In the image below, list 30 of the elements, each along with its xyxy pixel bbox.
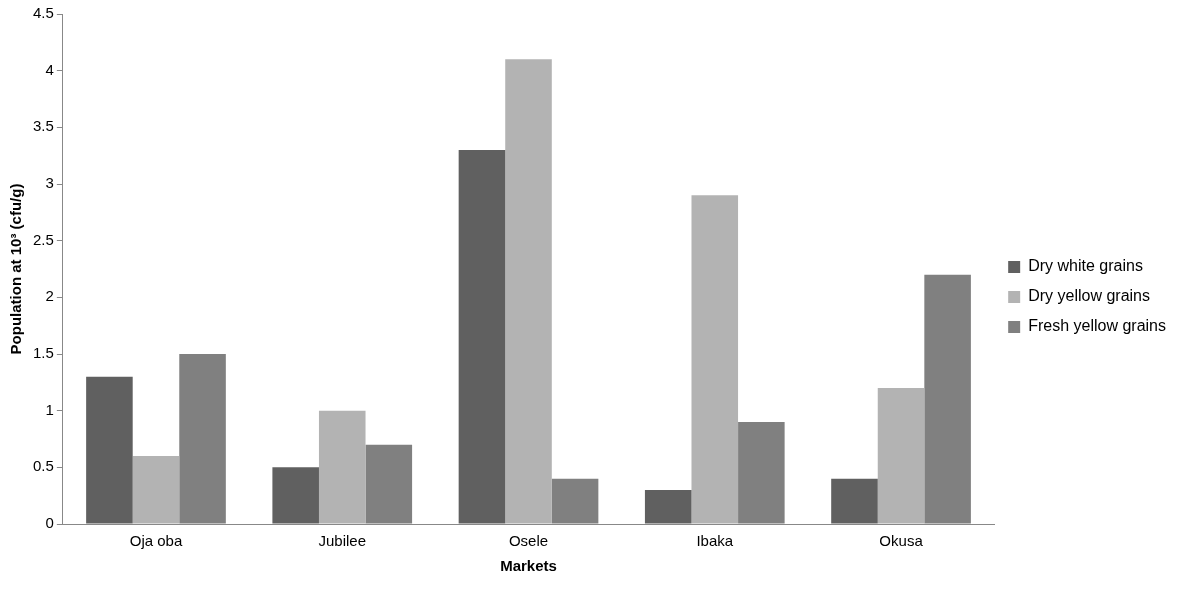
bar	[86, 376, 133, 524]
bar	[458, 150, 506, 524]
y-tick-label: 3	[45, 174, 54, 192]
y-tick-label: 3.5	[32, 117, 54, 135]
y-tick-label: 0.5	[32, 457, 54, 475]
x-tick-label: Ibaka	[696, 532, 734, 550]
bar	[644, 490, 692, 524]
bar	[691, 195, 739, 524]
x-tick-label: Okusa	[879, 532, 924, 550]
y-tick-label: 1.5	[32, 344, 54, 362]
y-tick-label: 2	[45, 287, 54, 305]
bar	[877, 388, 925, 524]
bar	[831, 478, 878, 524]
bar	[272, 467, 319, 524]
bar	[132, 456, 180, 524]
legend-label: Fresh yellow grains	[1028, 317, 1166, 335]
x-tick-label: Oja oba	[129, 532, 183, 550]
legend-label: Dry yellow grains	[1028, 287, 1150, 305]
bar	[505, 59, 552, 524]
y-tick-label: 4.5	[32, 4, 54, 22]
y-tick-label: 1	[45, 400, 54, 418]
legend-label: Dry white grains	[1028, 257, 1143, 275]
y-tick-label: 2.5	[32, 230, 54, 248]
x-tick-label: Jubilee	[318, 532, 367, 550]
y-axis-title: Population at 10³ (cfu/g)	[7, 183, 25, 355]
bar	[318, 410, 366, 524]
x-tick-label: Osele	[508, 532, 549, 550]
y-tick-label: 0	[45, 514, 54, 532]
x-axis-title: Markets	[500, 557, 557, 575]
y-tick-label: 4	[45, 60, 54, 78]
